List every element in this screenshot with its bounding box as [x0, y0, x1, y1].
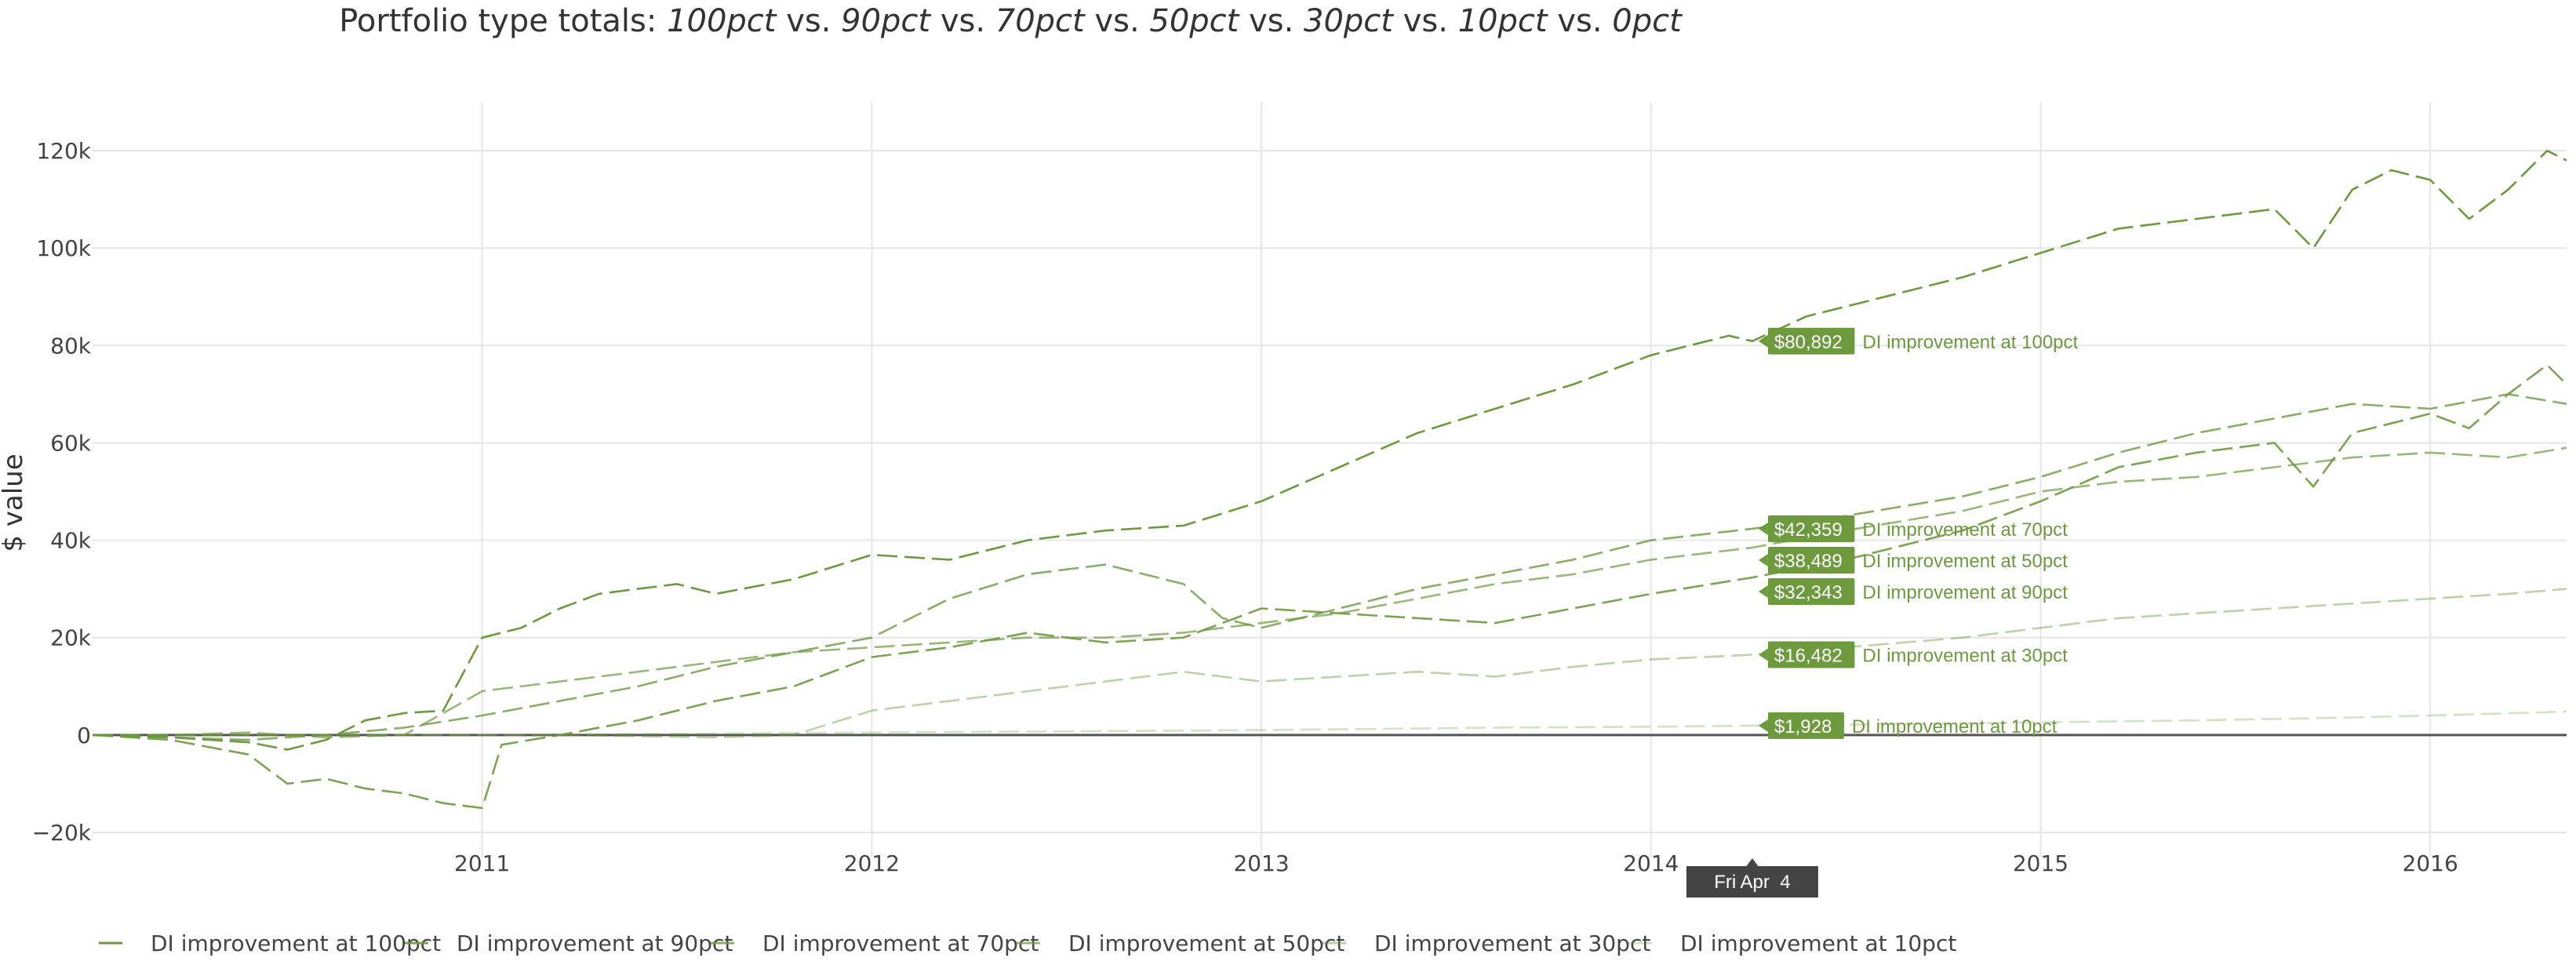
value-tag-series-name: DI improvement at 30pct: [1862, 646, 2068, 667]
y-tick-label: −20k: [32, 820, 92, 846]
hover-date-box: [1686, 866, 1818, 898]
value-tag-box: [1767, 712, 1844, 739]
x-tick-label: 2011: [454, 850, 510, 876]
x-tick-label: 2016: [2403, 850, 2458, 876]
y-tick-label: 20k: [50, 625, 92, 651]
series-lines: [92, 149, 2567, 810]
chart-title-part: Portfolio type totals:: [339, 3, 667, 39]
chart-title-part: vs.: [1548, 3, 1613, 39]
chart-title-part: 90pct: [841, 3, 931, 39]
chart-title-part: vs.: [1085, 3, 1150, 39]
y-tick-label: 100k: [36, 235, 91, 261]
chart-title: Portfolio type totals: 100pct vs. 90pct …: [339, 3, 1683, 39]
value-tags: $80,892 DI improvement at 100pct $32,343 DI…: [1758, 327, 2079, 739]
value-tag: $42,359 DI improvement at 70pct: [1758, 515, 2068, 542]
chart-title-part: 10pct: [1458, 3, 1548, 39]
value-tag-box: [1767, 515, 1855, 542]
legend-item[interactable]: DI improvement at 100pct: [99, 930, 441, 956]
value-tag-pointer: [1758, 648, 1768, 661]
y-tick-label: 40k: [50, 528, 92, 554]
legend-item[interactable]: DI improvement at 10pct: [1628, 930, 1956, 956]
y-tick-label: 60k: [50, 430, 92, 456]
y-tick-label: 0: [77, 723, 91, 748]
series-line: [92, 149, 2567, 751]
hover-date-tag: Fri Apr 4: [1686, 858, 1818, 898]
chart-title-part: 50pct: [1149, 3, 1239, 39]
legend-item[interactable]: DI improvement at 70pct: [711, 930, 1039, 956]
legend[interactable]: DI improvement at 100pct DI improvement a…: [99, 930, 1956, 956]
legend-item[interactable]: DI improvement at 30pct: [1323, 930, 1650, 956]
value-tag-box: [1767, 577, 1855, 605]
chart-title-part: vs.: [1393, 3, 1458, 39]
x-axis: 2011 2012 2013 2014 2015 2016: [454, 850, 2458, 876]
chart-title-part: vs.: [1239, 3, 1304, 39]
value-tag: $38,489 DI improvement at 50pct: [1758, 546, 2068, 574]
legend-label: DI improvement at 90pct: [457, 930, 733, 956]
value-tag-value: $42,359: [1774, 519, 1843, 541]
value-tag-pointer: [1758, 584, 1768, 598]
value-tag-series-name: DI improvement at 50pct: [1862, 551, 2068, 572]
x-tick-label: 2012: [844, 850, 900, 876]
legend-label: DI improvement at 100pct: [151, 930, 441, 956]
value-tag-value: $38,489: [1774, 551, 1843, 572]
value-tag-pointer: [1758, 719, 1768, 732]
legend-label: DI improvement at 30pct: [1374, 930, 1650, 956]
series-line: [92, 393, 2567, 741]
chart-title-part: 0pct: [1612, 3, 1683, 39]
legend-item[interactable]: DI improvement at 90pct: [405, 930, 733, 956]
y-tick-label: 120k: [36, 138, 91, 164]
value-tag-value: $32,343: [1774, 582, 1843, 603]
value-tag-value: $80,892: [1774, 332, 1843, 353]
y-axis-title: $ value: [0, 453, 29, 552]
value-tag-series-name: DI improvement at 70pct: [1862, 519, 2068, 541]
value-tag-pointer: [1758, 553, 1768, 566]
value-tag-value: $1,928: [1774, 716, 1832, 737]
value-tag: $80,892 DI improvement at 100pct: [1758, 327, 2079, 355]
y-axis: −20k 0 20k 40k 60k 80k 100k 120k: [32, 138, 92, 846]
value-tag-value: $16,482: [1774, 646, 1843, 667]
chart-title-part: vs.: [776, 3, 841, 39]
series-line: [93, 588, 2567, 739]
y-tick-label: 80k: [50, 333, 92, 359]
series-line: [92, 363, 2567, 810]
hover-date-label: Fri Apr 4: [1714, 872, 1790, 893]
x-tick-label: 2014: [1623, 850, 1679, 876]
value-tag-pointer: [1758, 522, 1768, 535]
value-tag-series-name: DI improvement at 10pct: [1852, 716, 2058, 737]
legend-label: DI improvement at 70pct: [762, 930, 1039, 956]
hover-date-pointer: [1745, 858, 1759, 868]
value-tag-box: [1767, 327, 1855, 355]
chart-title-part: vs.: [930, 3, 995, 39]
value-tag: $32,343 DI improvement at 90pct: [1758, 577, 2068, 605]
chart-title-part: 100pct: [667, 3, 777, 39]
legend-label: DI improvement at 50pct: [1068, 930, 1344, 956]
value-tag-series-name: DI improvement at 100pct: [1862, 332, 2078, 353]
value-tag-series-name: DI improvement at 90pct: [1862, 582, 2068, 603]
x-tick-label: 2013: [1233, 850, 1289, 876]
legend-label: DI improvement at 10pct: [1680, 930, 1956, 956]
legend-item[interactable]: DI improvement at 50pct: [1017, 930, 1344, 956]
value-tag-pointer: [1758, 334, 1768, 348]
grid: [93, 102, 2567, 857]
chart-title-part: 70pct: [995, 3, 1086, 39]
value-tag: $1,928 DI improvement at 10pct: [1758, 712, 2058, 739]
chart-title-part: 30pct: [1304, 3, 1394, 39]
value-tag: $16,482 DI improvement at 30pct: [1758, 641, 2068, 668]
series-line: [93, 446, 2567, 739]
x-tick-label: 2015: [2013, 850, 2068, 876]
value-tag-box: [1767, 641, 1855, 668]
value-tag-box: [1767, 546, 1855, 574]
series-line: [93, 710, 2567, 737]
